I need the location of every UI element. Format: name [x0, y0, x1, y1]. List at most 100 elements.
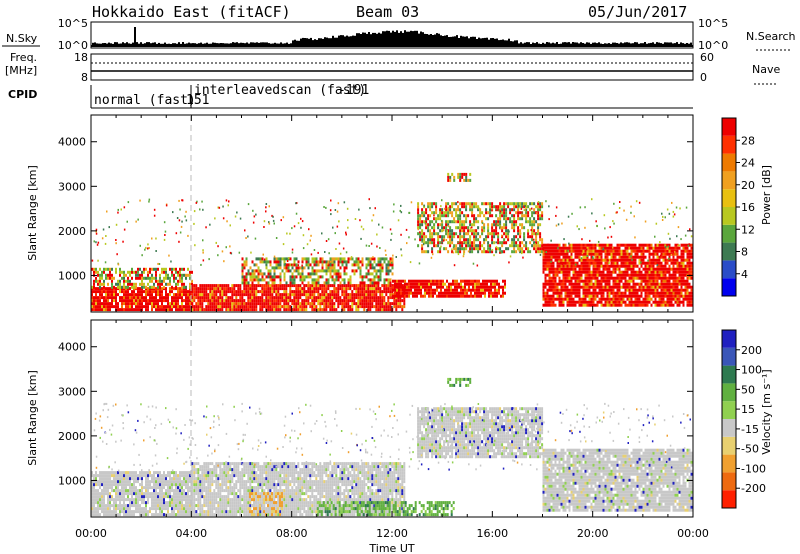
- data-cell: [596, 282, 599, 286]
- data-cell: [267, 272, 270, 276]
- data-cell: [491, 209, 493, 212]
- data-cell: [449, 238, 452, 242]
- data-cell: [163, 267, 165, 271]
- data-cell: [618, 249, 621, 253]
- data-cell: [521, 205, 524, 209]
- data-cell: [249, 293, 252, 297]
- data-cell: [406, 242, 408, 245]
- data-cell: [531, 238, 534, 242]
- data-cell: [476, 288, 478, 292]
- data-cell: [335, 296, 338, 300]
- data-cell: [193, 290, 196, 294]
- data-cell: [513, 208, 516, 212]
- nsky-bar: [152, 42, 154, 46]
- data-cell: [339, 296, 342, 300]
- data-cell: [578, 255, 581, 259]
- data-cell: [458, 285, 460, 289]
- data-cell: [307, 296, 310, 300]
- data-cell: [676, 291, 679, 295]
- data-cell: [261, 284, 264, 288]
- data-cell: [161, 270, 163, 274]
- data-cell: [251, 275, 254, 279]
- data-cell: [381, 308, 384, 312]
- data-cell: [286, 260, 289, 262]
- data-cell: [424, 222, 427, 225]
- data-cell: [630, 267, 633, 271]
- data-cell: [361, 305, 364, 309]
- data-cell: [493, 241, 496, 245]
- data-cell: [680, 294, 683, 298]
- data-cell: [558, 264, 561, 268]
- data-cell: [447, 206, 449, 209]
- data-cell: [630, 249, 633, 253]
- data-cell: [329, 260, 332, 263]
- data-cell: [193, 222, 195, 225]
- nsky-bar: [518, 43, 520, 46]
- data-cell: [442, 279, 444, 283]
- data-cell: [147, 299, 149, 303]
- data-cell: [117, 305, 119, 309]
- data-cell: [676, 252, 679, 256]
- data-cell: [143, 285, 145, 289]
- nsky-bar: [336, 37, 338, 46]
- data-cell: [588, 300, 591, 304]
- data-cell: [97, 279, 99, 283]
- data-cell: [297, 284, 300, 288]
- data-cell: [332, 226, 334, 229]
- data-cell: [666, 252, 669, 256]
- data-cell: [650, 261, 653, 265]
- data-cell: [389, 263, 392, 267]
- nsky-bar: [276, 43, 278, 46]
- data-cell: [221, 290, 224, 294]
- data-cell: [263, 258, 266, 261]
- data-cell: [115, 296, 117, 300]
- data-cell: [355, 290, 358, 294]
- data-cell: [372, 256, 374, 259]
- data-cell: [427, 217, 430, 221]
- data-cell: [450, 285, 452, 289]
- data-cell: [550, 243, 553, 247]
- data-cell: [531, 202, 534, 206]
- data-cell: [564, 279, 567, 283]
- data-cell: [301, 278, 304, 282]
- data-cell: [381, 226, 384, 229]
- data-cell: [536, 233, 538, 235]
- data-cell: [285, 290, 288, 294]
- nsky-bar: [348, 36, 350, 46]
- data-cell: [200, 263, 202, 266]
- data-cell: [517, 202, 520, 206]
- data-cell: [385, 266, 388, 270]
- data-cell: [299, 305, 302, 309]
- data-cell: [535, 220, 538, 224]
- data-cell: [337, 305, 340, 309]
- data-cell: [552, 279, 555, 283]
- data-cell: [237, 293, 240, 297]
- data-cell: [157, 290, 159, 294]
- data-cell: [375, 272, 378, 276]
- data-cell: [447, 175, 450, 179]
- nsky-bar: [588, 42, 590, 46]
- data-cell: [664, 303, 667, 307]
- data-cell: [680, 276, 683, 280]
- data-cell: [331, 269, 334, 273]
- data-cell: [97, 308, 99, 312]
- data-cell: [455, 208, 458, 212]
- data-cell: [682, 246, 685, 250]
- data-cell: [229, 290, 232, 294]
- data-cell: [668, 285, 671, 289]
- data-cell: [367, 257, 370, 261]
- data-cell: [606, 285, 609, 289]
- data-cell: [499, 210, 502, 213]
- data-cell: [558, 303, 561, 307]
- data-cell: [385, 302, 388, 306]
- data-cell: [285, 296, 288, 300]
- data-cell: [222, 205, 224, 208]
- data-cell: [311, 266, 314, 270]
- data-cell: [155, 308, 157, 312]
- data-cell: [367, 293, 370, 297]
- data-cell: [207, 299, 210, 303]
- data-cell: [396, 294, 398, 298]
- data-cell: [672, 291, 675, 295]
- data-cell: [425, 223, 428, 227]
- data-cell: [125, 285, 127, 289]
